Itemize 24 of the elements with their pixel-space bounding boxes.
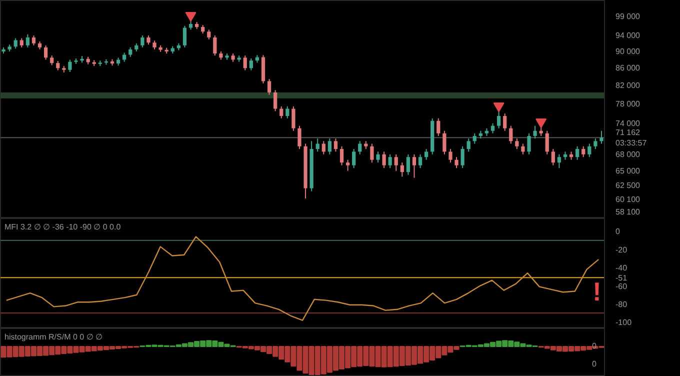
text: MFI 3.2 ∅ ∅ -36 -10 -90 ∅ 0 0.0 <box>4 222 122 232</box>
y-tick-label: 90 000 <box>616 46 641 56</box>
y-tick-label: 74 000 <box>616 118 641 128</box>
y-tick-label: -40 <box>616 264 628 273</box>
y-tick-label: -100 <box>616 318 632 328</box>
y-tick-label: 99 000 <box>616 12 641 21</box>
annotation: ! <box>592 276 602 306</box>
y-tick-label: 62 500 <box>616 180 641 190</box>
y-tick-label: 68 000 <box>616 150 641 159</box>
annotation: 0 <box>592 360 598 368</box>
ref-line-label: -51 <box>616 274 628 283</box>
y-tick-label: 58 100 <box>616 208 641 217</box>
y-tick-label: 0 <box>616 227 620 236</box>
y-tick-label: 65 000 <box>616 166 641 176</box>
y-tick-label: -20 <box>616 245 628 254</box>
ref-line-label: 71 162 03:33:57 <box>616 128 648 148</box>
y-tick-label: -80 <box>616 300 628 309</box>
y-tick-label: 86 000 <box>616 64 641 73</box>
y-tick-label: 82 000 <box>616 81 641 90</box>
y-tick-label: 60 100 <box>616 195 641 204</box>
y-tick-label: -60 <box>616 282 628 291</box>
y-tick-label: 78 000 <box>616 99 641 108</box>
y-tick-label: 94 000 <box>616 30 641 40</box>
chart-title: histogramm R/S/M 0 0 ∅ ∅ <box>4 332 103 342</box>
